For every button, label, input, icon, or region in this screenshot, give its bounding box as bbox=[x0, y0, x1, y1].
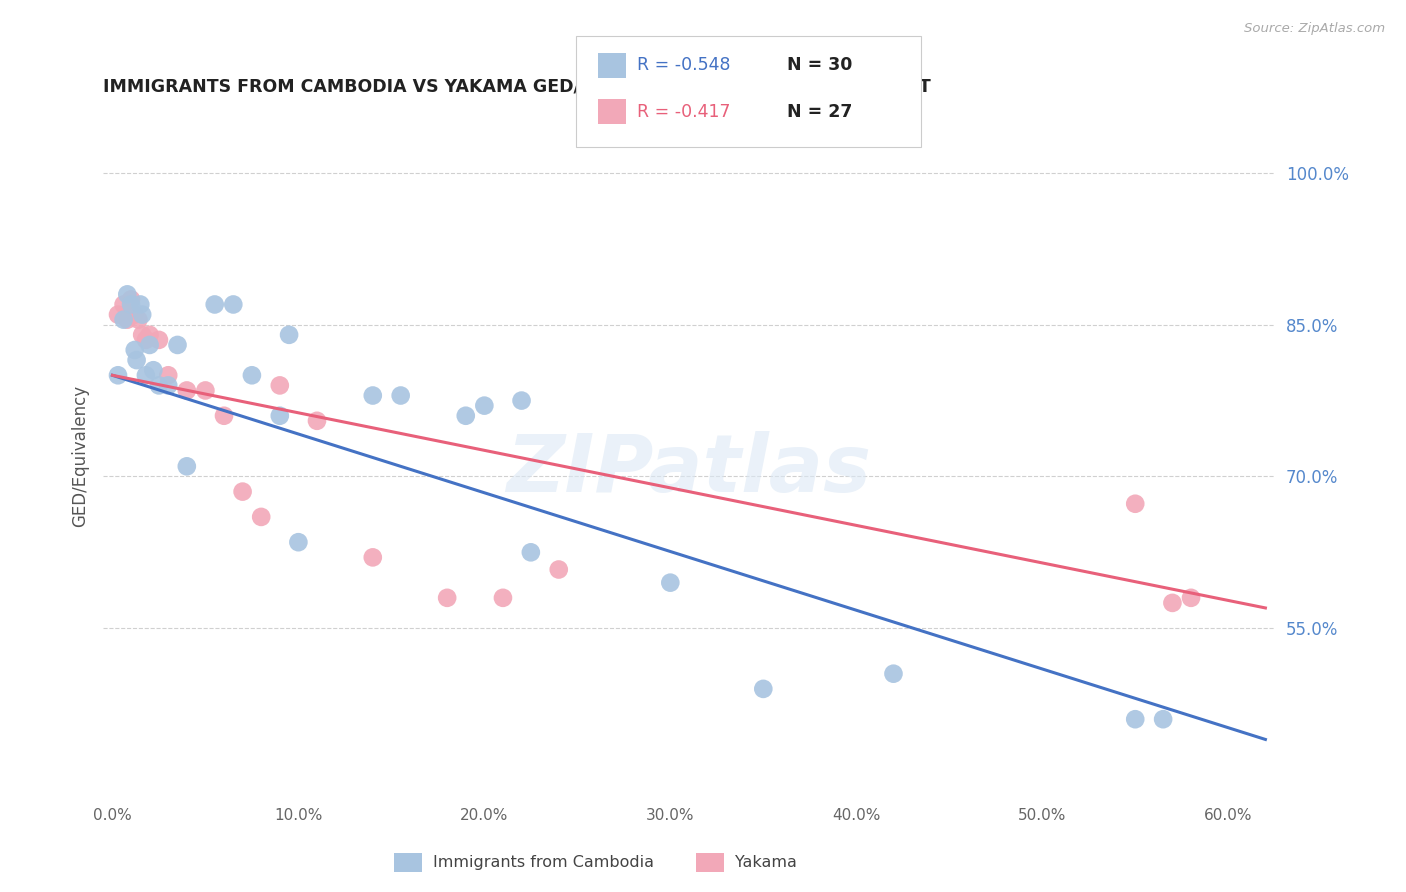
Point bbox=[472, 399, 495, 413]
Point bbox=[222, 297, 245, 311]
Point bbox=[204, 297, 226, 311]
Point bbox=[112, 312, 135, 326]
Point bbox=[142, 363, 165, 377]
Point bbox=[129, 297, 152, 311]
Point bbox=[269, 409, 291, 423]
Point bbox=[1123, 497, 1146, 511]
Point bbox=[361, 388, 384, 402]
Point bbox=[117, 287, 139, 301]
Point bbox=[127, 312, 149, 326]
Text: Immigrants from Cambodia: Immigrants from Cambodia bbox=[433, 855, 654, 870]
Point bbox=[492, 591, 515, 605]
Point bbox=[124, 343, 146, 357]
Point bbox=[131, 327, 153, 342]
Point bbox=[547, 562, 569, 576]
Point bbox=[148, 333, 170, 347]
Point bbox=[269, 378, 291, 392]
Text: ZIPatlas: ZIPatlas bbox=[506, 431, 872, 509]
Point bbox=[1123, 712, 1146, 726]
Point bbox=[107, 368, 129, 383]
Point bbox=[148, 378, 170, 392]
Point bbox=[138, 327, 160, 342]
Point bbox=[194, 384, 217, 398]
Text: IMMIGRANTS FROM CAMBODIA VS YAKAMA GED/EQUIVALENCY CORRELATION CHART: IMMIGRANTS FROM CAMBODIA VS YAKAMA GED/E… bbox=[103, 78, 931, 95]
Point bbox=[124, 308, 146, 322]
Text: Yakama: Yakama bbox=[735, 855, 797, 870]
Point bbox=[752, 681, 775, 696]
Point bbox=[117, 312, 139, 326]
Point bbox=[120, 293, 142, 307]
Point bbox=[176, 459, 198, 474]
Point bbox=[135, 368, 157, 383]
Point bbox=[157, 368, 180, 383]
Point bbox=[107, 308, 129, 322]
Point bbox=[389, 388, 412, 402]
Text: R = -0.417: R = -0.417 bbox=[637, 103, 731, 120]
Text: N = 27: N = 27 bbox=[787, 103, 852, 120]
Point bbox=[659, 575, 682, 590]
Point bbox=[1180, 591, 1202, 605]
Point bbox=[176, 384, 198, 398]
Point bbox=[166, 338, 188, 352]
Text: R = -0.548: R = -0.548 bbox=[637, 56, 731, 74]
Point bbox=[112, 297, 135, 311]
Point bbox=[1152, 712, 1174, 726]
Point bbox=[232, 484, 254, 499]
Point bbox=[287, 535, 309, 549]
Point bbox=[131, 308, 153, 322]
Point bbox=[882, 666, 904, 681]
Text: N = 30: N = 30 bbox=[787, 56, 852, 74]
Point bbox=[361, 550, 384, 565]
Y-axis label: GED/Equivalency: GED/Equivalency bbox=[72, 385, 89, 527]
Point bbox=[138, 338, 160, 352]
Point bbox=[120, 297, 142, 311]
Point bbox=[305, 414, 328, 428]
Point bbox=[278, 327, 301, 342]
Point bbox=[436, 591, 458, 605]
Point bbox=[212, 409, 235, 423]
Point bbox=[125, 353, 148, 368]
Point bbox=[1161, 596, 1184, 610]
Point bbox=[520, 545, 543, 559]
Point bbox=[135, 333, 157, 347]
Point bbox=[454, 409, 477, 423]
Point bbox=[510, 393, 533, 408]
Point bbox=[250, 509, 273, 524]
Text: Source: ZipAtlas.com: Source: ZipAtlas.com bbox=[1244, 22, 1385, 36]
Point bbox=[240, 368, 263, 383]
Point bbox=[157, 378, 180, 392]
